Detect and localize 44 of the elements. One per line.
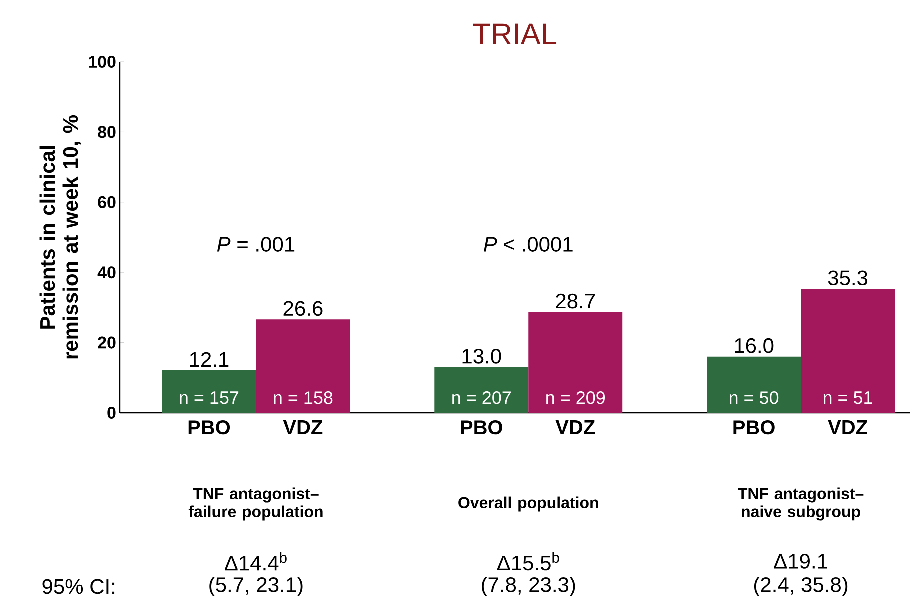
- text: (2.4, 35.8): [754, 576, 848, 597]
- bar: [801, 289, 896, 413]
- text: VDZ: [828, 420, 868, 434]
- data-label: 16.0: [735, 338, 774, 354]
- text: PBO: [734, 420, 775, 435]
- bar: [707, 356, 802, 413]
- text: PBO: [461, 420, 502, 435]
- y-tick-label: 40: [98, 266, 116, 279]
- y-tick-label: 100: [89, 56, 116, 68]
- x-tick-label: Overall population: [458, 496, 598, 512]
- annotation: n = 157: [180, 392, 239, 404]
- text: Δ14.4$^{b}$: [225, 552, 287, 571]
- chart-title: TRIAL: [473, 24, 557, 44]
- annotation: P < .0001: [484, 237, 573, 252]
- bar: [162, 370, 256, 413]
- data-label: 28.7: [556, 294, 595, 309]
- annotation: n = 207: [452, 392, 511, 404]
- bar: [256, 320, 350, 413]
- data-label: 12.1: [190, 352, 229, 367]
- text: (7.8, 23.3): [482, 576, 576, 597]
- x-tick-label: TNF antagonist–naive subgroup: [738, 488, 864, 521]
- data-label: 35.3: [828, 270, 868, 286]
- text: VDZ: [556, 420, 596, 434]
- text: Δ15.5$^{b}$: [497, 552, 560, 571]
- series-label: PBO: [188, 420, 230, 435]
- annotation: n = 209: [546, 392, 606, 404]
- y-tick-label: 0: [108, 406, 116, 420]
- text: (5.7, 23.1): [210, 576, 303, 597]
- x-tick-label: TNF antagonist–failure population: [188, 488, 323, 521]
- bar: [528, 312, 623, 413]
- y-tick-label: 80: [98, 126, 116, 138]
- annotation: n = 50: [730, 392, 779, 404]
- data-label: 26.6: [284, 301, 323, 316]
- bar: [434, 367, 529, 413]
- annotation: P = .001: [217, 237, 295, 252]
- y-tick-label: 60: [98, 196, 116, 208]
- annotation: n = 158: [274, 392, 333, 404]
- annotation: n = 51: [824, 392, 872, 404]
- series-label: VDZ: [283, 420, 323, 434]
- text: 95% CI:: [42, 579, 115, 594]
- data-label: 13.0: [462, 348, 502, 364]
- y-tick-label: 20: [98, 336, 116, 349]
- text: Δ19.1: [774, 554, 828, 569]
- y-axis-title: Patients in clinical remission at week 10, %: [40, 116, 82, 359]
